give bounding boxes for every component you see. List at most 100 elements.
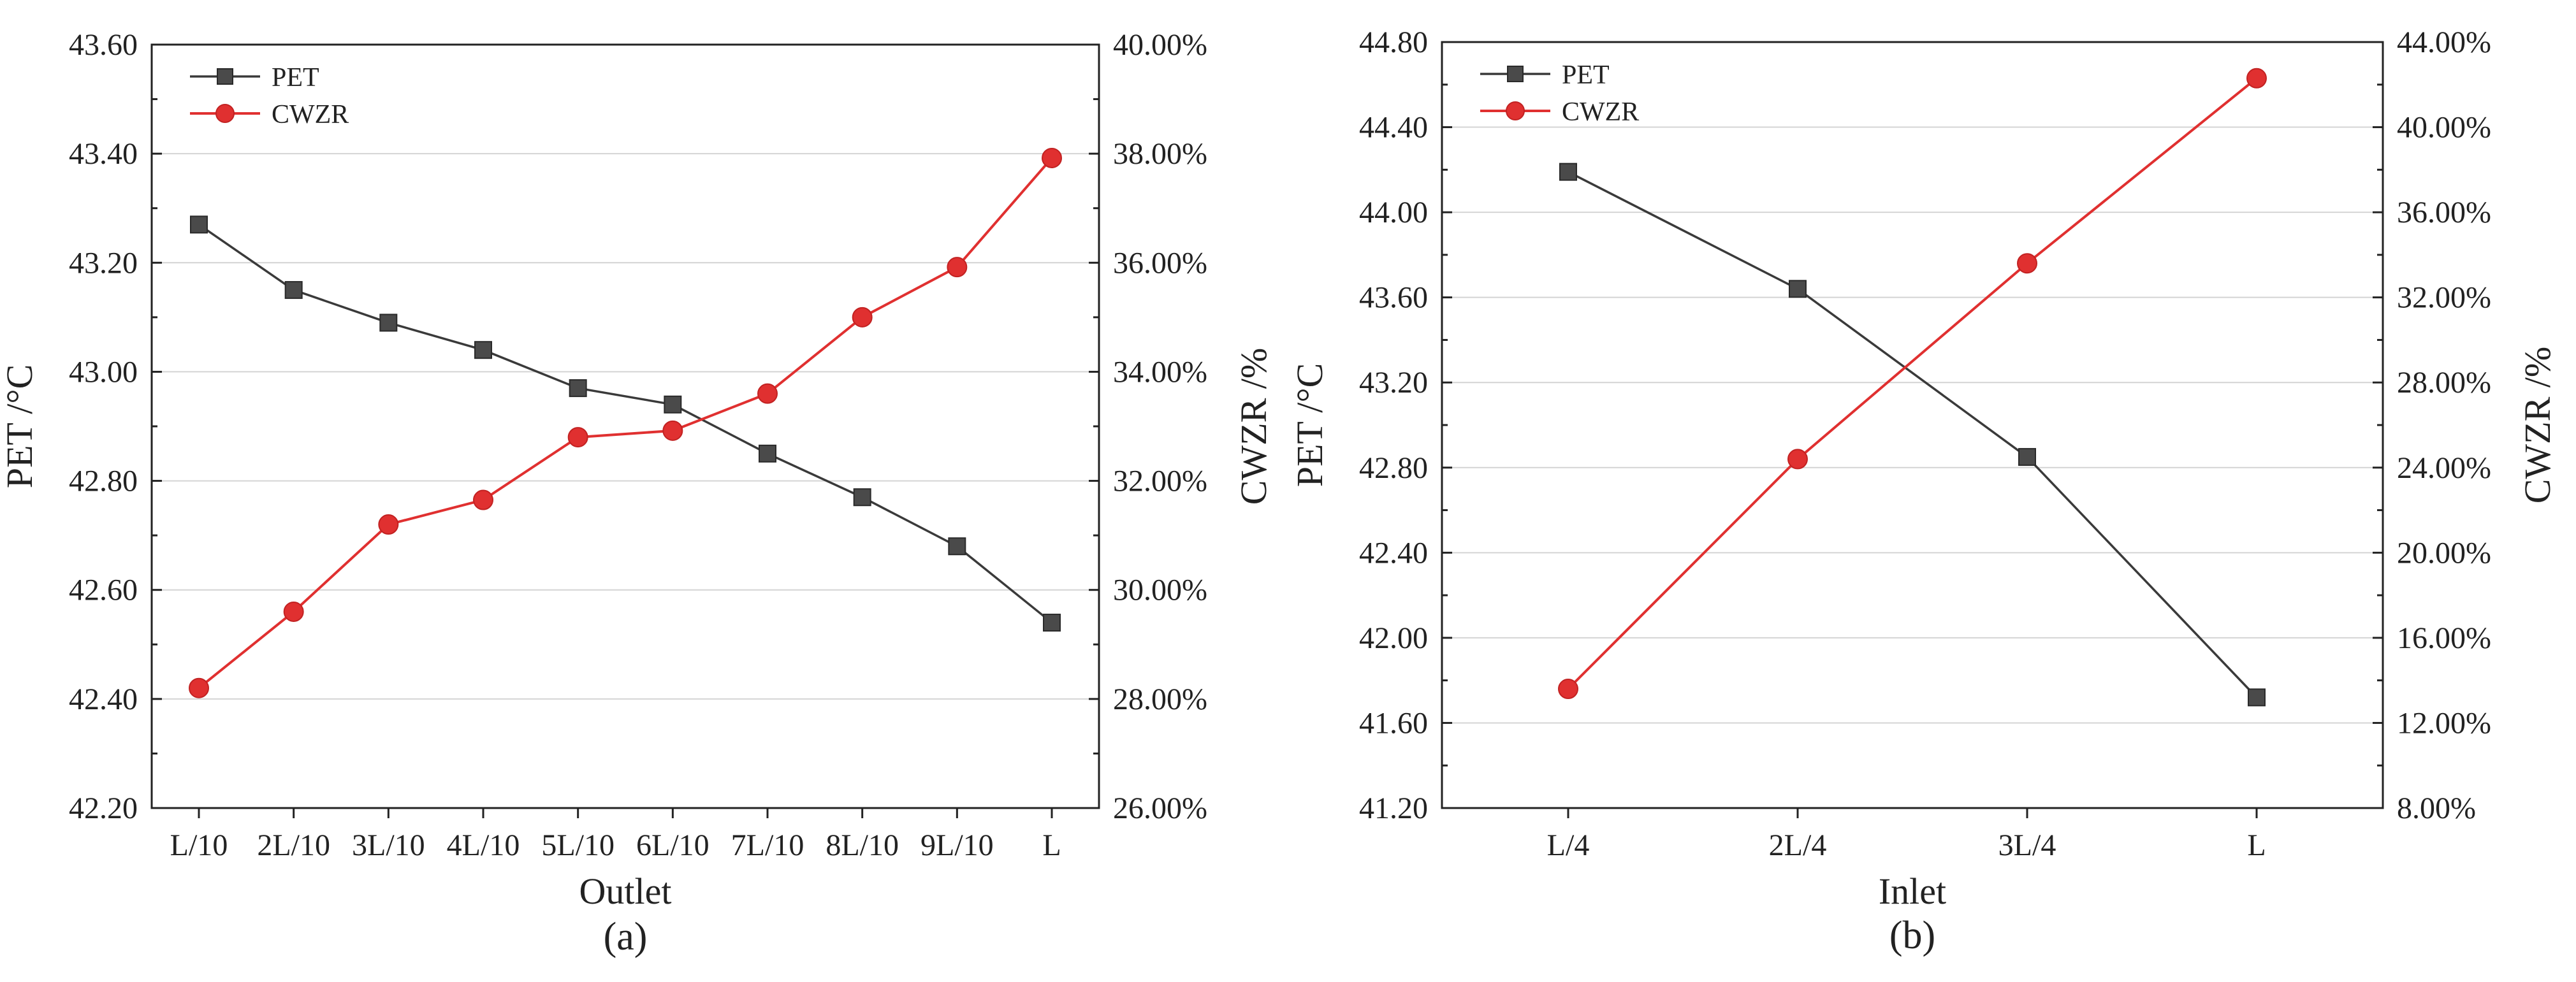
left-tick-label: 42.00 (1359, 621, 1428, 655)
right-tick-label: 32.00% (1113, 465, 1207, 498)
series-layer (189, 147, 1062, 698)
data-point-cwzr (2017, 253, 2037, 274)
plot-frame (150, 43, 1100, 809)
right-tick-label: 30.00% (1113, 574, 1207, 607)
data-point-cwzr (852, 307, 873, 328)
data-point-pet (569, 379, 587, 398)
right-tick-label: 24.00% (2397, 451, 2491, 485)
left-tick-label: 41.20 (1359, 791, 1428, 825)
data-point-cwzr (662, 420, 683, 441)
right-tick-label: 40.00% (2397, 111, 2491, 145)
x-axis-ticks: L/10 2L/10 3L/10 4L/10 5L/10 6L/10 7L/10 8L/10 9… (170, 808, 1061, 862)
data-point-pet (474, 341, 492, 359)
left-tick-label: 43.60 (69, 28, 138, 62)
x-tick-label: 3L/10 (352, 828, 425, 862)
x-tick-label: 2L/4 (1769, 828, 1827, 862)
panel-caption: (b) (1889, 914, 1935, 957)
x-tick-label: 8L/10 (826, 828, 899, 862)
legend: PET CWZR (190, 63, 349, 129)
left-tick-label: 41.60 (1359, 706, 1428, 740)
data-point-pet (379, 314, 398, 332)
right-tick-label: 34.00% (1113, 355, 1207, 389)
x-tick-label: 5L/10 (541, 828, 615, 862)
right-tick-label: 12.00% (2397, 706, 2491, 740)
data-point-pet (1043, 614, 1061, 632)
left-axis-ticks: 42.20 42.40 42.60 42.80 43.00 43.20 43.40 43.60 (69, 28, 162, 825)
x-axis-label: Inlet (1879, 870, 1946, 912)
right-tick-label: 32.00% (2397, 281, 2491, 315)
series-line-pet (1568, 171, 2258, 698)
x-axis-label: Outlet (579, 870, 672, 912)
series-line-cwzr (198, 157, 1053, 690)
data-point-pet (2018, 448, 2036, 466)
data-point-cwzr (473, 489, 493, 510)
data-point-pet (190, 215, 208, 234)
left-axis-ticks: 41.20 41.60 42.00 42.40 42.80 43.20 43.60 44.00… (1359, 25, 1452, 825)
left-tick-label: 42.20 (69, 791, 138, 825)
data-point-pet (853, 488, 871, 507)
left-tick-label: 43.20 (1359, 366, 1428, 400)
data-point-cwzr (1042, 147, 1062, 168)
x-tick-label: 7L/10 (731, 828, 804, 862)
right-tick-label: 8.00% (2397, 791, 2476, 825)
left-tick-label: 44.40 (1359, 111, 1428, 145)
x-tick-label: L (2247, 828, 2266, 862)
data-point-cwzr (567, 427, 588, 448)
x-tick-label: 9L/10 (921, 828, 994, 862)
data-point-pet (2248, 688, 2266, 707)
legend-marker-pet (217, 68, 233, 85)
right-tick-label: 28.00% (2397, 366, 2491, 400)
y-axis-label-left: PET /°C (1289, 363, 1330, 487)
right-tick-label: 40.00% (1113, 28, 1207, 62)
legend-marker-pet (1507, 66, 1524, 82)
data-point-cwzr (378, 514, 399, 535)
y-axis-label-right: CWZR /% (1233, 348, 1274, 505)
data-point-pet (664, 395, 682, 414)
plot-frame (1441, 41, 2384, 809)
data-point-cwzr (189, 677, 209, 698)
right-tick-label: 36.00% (1113, 246, 1207, 280)
data-point-cwzr (2246, 68, 2267, 89)
series-line-cwzr (1567, 77, 2258, 690)
chart-panel-b: 41.20 41.60 42.00 42.40 42.80 43.20 43.60 44.00… (1289, 25, 2558, 957)
x-tick-label: 4L/10 (447, 828, 520, 862)
right-tick-label: 36.00% (2397, 196, 2491, 229)
y-axis-label-left: PET /°C (0, 365, 40, 489)
gridlines (152, 153, 1099, 700)
x-tick-label: 2L/10 (257, 828, 330, 862)
right-tick-label: 28.00% (1113, 682, 1207, 716)
y-axis-label-right: CWZR /% (2517, 347, 2558, 503)
x-tick-label: L/4 (1547, 828, 1590, 862)
data-point-pet (284, 281, 303, 300)
left-tick-label: 42.80 (69, 465, 138, 498)
series-layer (1558, 68, 2267, 707)
legend-label-pet: PET (1562, 61, 1610, 90)
data-point-cwzr (947, 257, 968, 278)
data-point-pet (1559, 162, 1577, 181)
legend-marker-cwzr (1506, 101, 1525, 120)
left-tick-label: 43.20 (69, 246, 138, 280)
x-tick-label: 6L/10 (636, 828, 709, 862)
legend-label-cwzr: CWZR (1562, 97, 1639, 127)
legend-marker-cwzr (215, 104, 235, 123)
x-tick-label: L (1042, 828, 1061, 862)
legend-label-cwzr: CWZR (272, 100, 349, 129)
x-tick-label: L/10 (170, 828, 228, 862)
left-tick-label: 43.00 (69, 355, 138, 389)
left-tick-label: 42.60 (69, 574, 138, 607)
panel-caption: (a) (604, 915, 648, 958)
left-tick-label: 42.40 (69, 682, 138, 716)
left-tick-label: 43.60 (1359, 281, 1428, 315)
x-axis-ticks: L/4 2L/4 3L/4 L (1547, 808, 2266, 862)
data-point-cwzr (1558, 679, 1578, 700)
legend-label-pet: PET (272, 63, 319, 92)
left-tick-label: 44.80 (1359, 25, 1428, 59)
data-point-pet (948, 537, 966, 556)
right-axis-ticks: 26.00% 28.00% 30.00% 32.00% 34.00% 36.00% 38.0… (1089, 28, 1207, 825)
x-tick-label: 3L/4 (1998, 828, 2056, 862)
left-tick-label: 42.40 (1359, 536, 1428, 570)
data-point-cwzr (757, 383, 778, 404)
data-point-pet (1789, 280, 1807, 298)
chart-panel-a: 42.20 42.40 42.60 42.80 43.00 43.20 43.40 43.60… (0, 28, 1274, 958)
